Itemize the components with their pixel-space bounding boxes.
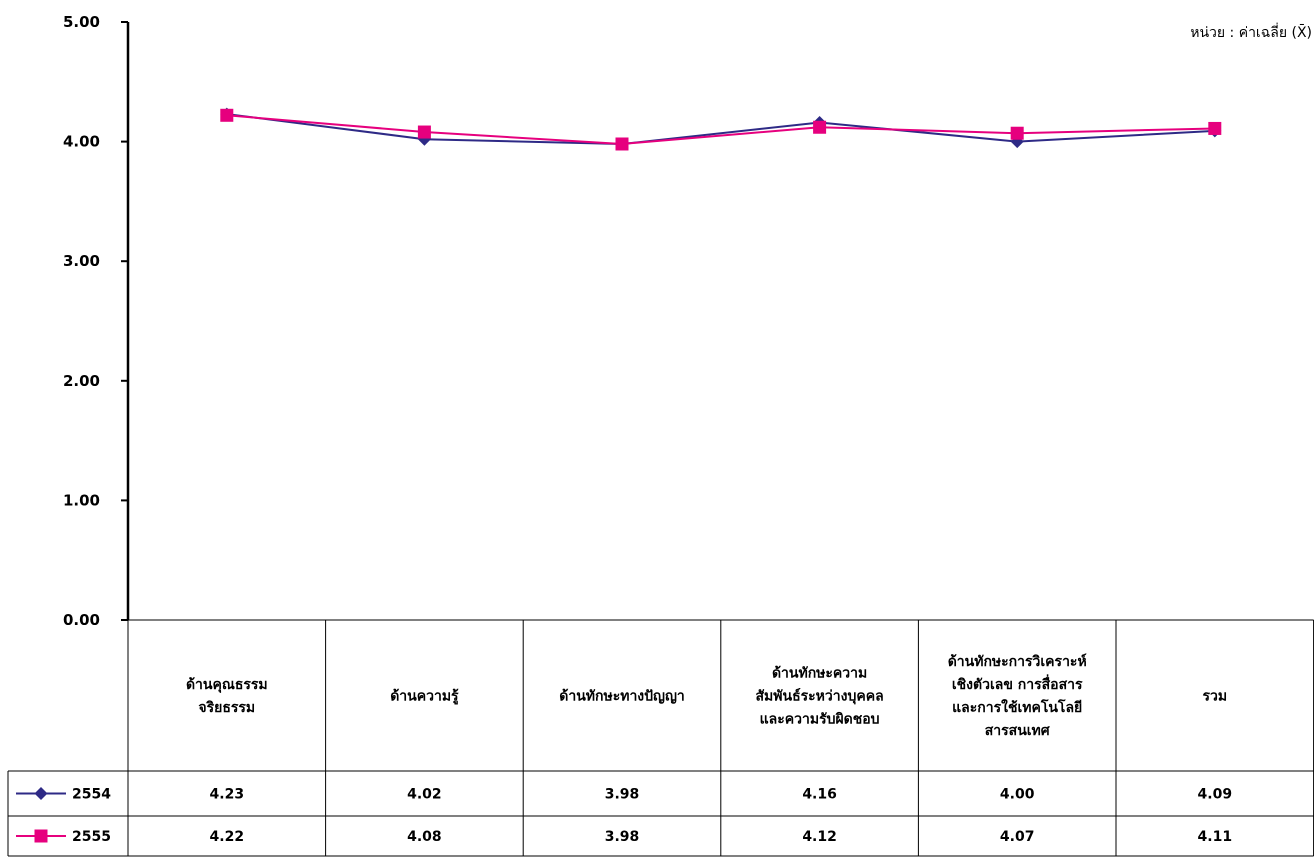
table-cell-value: 4.00 bbox=[1000, 787, 1035, 803]
table-cell-value: 4.09 bbox=[1198, 787, 1233, 803]
series-point-2555 bbox=[813, 120, 827, 134]
legend-marker-2554 bbox=[34, 787, 48, 800]
y-tick-label: 1.00 bbox=[63, 491, 100, 509]
category-label: ด้านทักษะทางปัญญา bbox=[559, 689, 685, 705]
series-point-2555 bbox=[220, 108, 234, 122]
category-label: ด้านความรู้ bbox=[390, 689, 459, 705]
table-cell-value: 4.23 bbox=[210, 787, 245, 803]
category-label: ด้านทักษะการวิเคราะห์เชิงตัวเลข การสื่อส… bbox=[948, 653, 1087, 739]
legend-label-2555: 2555 bbox=[72, 829, 111, 845]
table-cell-value: 3.98 bbox=[605, 787, 640, 803]
table-cell-value: 3.98 bbox=[605, 829, 640, 845]
category-label: ด้านคุณธรรมจริยธรรม bbox=[186, 677, 268, 716]
table-cell-value: 4.07 bbox=[1000, 829, 1035, 845]
unit-label: หน่วย : ค่าเฉลี่ย (X̄) bbox=[1190, 25, 1312, 41]
legend-label-2554: 2554 bbox=[72, 787, 111, 803]
table-cell-value: 4.16 bbox=[802, 787, 837, 803]
series-point-2555 bbox=[615, 137, 629, 151]
y-tick-label: 0.00 bbox=[63, 611, 100, 629]
series-point-2555 bbox=[1208, 121, 1222, 135]
series-point-2555 bbox=[417, 125, 431, 139]
table-cell-value: 4.12 bbox=[802, 829, 837, 845]
table-cell-value: 4.02 bbox=[407, 787, 442, 803]
y-tick-label: 5.00 bbox=[63, 13, 100, 31]
table-cell-value: 4.11 bbox=[1198, 829, 1233, 845]
series-line-2554 bbox=[226, 113, 1215, 145]
legend-marker-2555 bbox=[34, 829, 48, 843]
y-tick-label: 4.00 bbox=[63, 133, 100, 151]
y-tick-label: 2.00 bbox=[63, 372, 100, 390]
y-tick-label: 3.00 bbox=[63, 252, 100, 270]
table-cell-value: 4.08 bbox=[407, 829, 442, 845]
category-label: ด้านทักษะความสัมพันธ์ระหว่างบุคคลและความ… bbox=[756, 666, 884, 728]
table-cell-value: 4.22 bbox=[210, 829, 245, 845]
series-point-2555 bbox=[1010, 126, 1024, 140]
category-label: รวม bbox=[1202, 689, 1227, 705]
series-line-2555 bbox=[226, 114, 1215, 145]
